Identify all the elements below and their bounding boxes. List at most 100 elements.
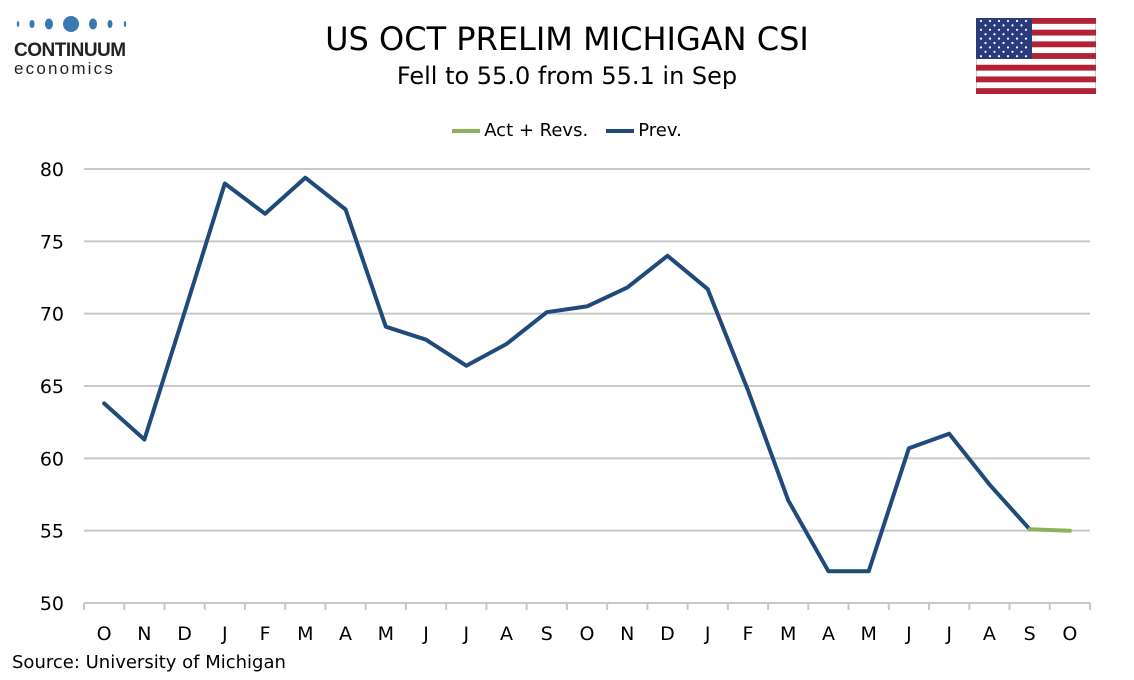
flag-star	[1002, 33, 1005, 36]
flag-stripe	[976, 64, 1096, 71]
flag-star	[997, 55, 1001, 58]
flag-star	[1006, 37, 1010, 40]
x-tick-label: J	[462, 623, 469, 645]
us-flag-icon	[976, 18, 1096, 94]
flag-star	[1024, 19, 1028, 23]
x-tick-label: D	[177, 623, 192, 645]
x-tick-label: J	[221, 623, 228, 645]
logo-dots	[16, 16, 127, 32]
flag-stripe	[976, 18, 1096, 24]
flag-star	[1024, 28, 1028, 31]
flag-star	[1020, 41, 1023, 45]
flag-star	[997, 46, 1001, 49]
flag-star	[993, 41, 996, 45]
flag-star	[1024, 37, 1028, 40]
x-tick-label: S	[541, 623, 553, 645]
x-tick-label: J	[945, 623, 952, 645]
flag-star	[1006, 46, 1010, 49]
flag-star	[997, 28, 1001, 31]
flag-star	[1002, 24, 1005, 27]
continuum-economics-logo: CONTINUUM economics	[14, 14, 130, 79]
series-line-act-revs	[1027, 527, 1072, 533]
x-tick-label: F	[742, 623, 753, 645]
source-note: Source: University of Michigan	[12, 652, 286, 673]
flag-stripe	[976, 53, 1096, 59]
flag-star	[1002, 41, 1005, 45]
flag-stripe	[976, 88, 1096, 94]
flag-star	[1020, 33, 1023, 36]
x-tick-label: M	[378, 623, 394, 645]
flag-star	[979, 55, 983, 58]
x-tick-label: A	[339, 623, 352, 645]
flag-stripe	[976, 41, 1096, 48]
flag-star	[1011, 33, 1014, 36]
flag-star	[988, 28, 992, 31]
flag-star	[997, 37, 1001, 40]
y-tick-label: 75	[40, 231, 64, 253]
x-tick-label: F	[260, 623, 271, 645]
x-tick-label: J	[704, 623, 711, 645]
flag-star	[979, 46, 983, 49]
flag-star	[1020, 24, 1023, 27]
flag-star	[997, 19, 1001, 23]
logo-word-economics: economics	[14, 59, 116, 78]
x-tick-label: M	[780, 623, 796, 645]
chart-legend: Act + Revs. Prev.	[0, 120, 1134, 141]
x-tick-label: J	[422, 623, 429, 645]
flag-star	[993, 24, 996, 27]
x-tick-label: D	[660, 623, 675, 645]
legend-label: Act + Revs.	[484, 120, 589, 141]
x-tick-label: A	[822, 623, 835, 645]
flag-star	[979, 28, 983, 31]
series-line-prev	[102, 175, 1032, 574]
legend-swatch	[452, 128, 481, 133]
y-tick-label: 80	[40, 159, 64, 181]
flag-star	[1011, 41, 1014, 45]
y-tick-label: 60	[40, 448, 64, 470]
logo-word-continuum: CONTINUUM	[14, 40, 126, 61]
flag-star	[984, 24, 987, 27]
flag-star	[1015, 19, 1019, 23]
legend-swatch	[606, 128, 635, 133]
x-tick-label: S	[1024, 623, 1036, 645]
x-tick-label: A	[500, 623, 513, 645]
flag-star	[979, 19, 983, 23]
x-tick-label: A	[983, 623, 996, 645]
flag-star	[1015, 46, 1019, 49]
y-tick-label: 65	[40, 376, 64, 398]
flag-star	[993, 50, 996, 53]
flag-star	[1024, 55, 1028, 58]
flag-star	[984, 41, 987, 45]
y-tick-label: 50	[40, 593, 64, 615]
flag-star	[993, 33, 996, 36]
flag-star	[988, 19, 992, 23]
flag-star	[1002, 50, 1005, 53]
flag-star	[988, 55, 992, 58]
legend-item-act-revs: Act + Revs.	[452, 120, 588, 141]
x-tick-label: O	[580, 623, 595, 645]
x-tick-label: N	[620, 623, 634, 645]
flag-star	[1006, 55, 1010, 58]
legend-item-prev: Prev.	[606, 120, 682, 141]
flag-star	[1006, 28, 1010, 31]
x-tick-label: J	[905, 623, 912, 645]
flag-star	[1020, 50, 1023, 53]
flag-stripe	[976, 76, 1096, 83]
x-tick-label: N	[137, 623, 151, 645]
flag-star	[984, 50, 987, 53]
x-tick-label: O	[1062, 623, 1077, 645]
flag-star	[988, 46, 992, 49]
flag-star	[979, 37, 983, 40]
flag-star	[984, 33, 987, 36]
flag-star	[1024, 46, 1028, 49]
chart-title: US OCT PRELIM MICHIGAN CSI	[325, 20, 809, 58]
flag-star	[1015, 37, 1019, 40]
flag-star	[1015, 28, 1019, 31]
x-tick-label: O	[97, 623, 112, 645]
flag-star	[1011, 50, 1014, 53]
flag-star	[1006, 19, 1010, 23]
x-tick-label: M	[860, 623, 876, 645]
y-tick-label: 70	[40, 304, 64, 326]
flag-star	[1015, 55, 1019, 58]
